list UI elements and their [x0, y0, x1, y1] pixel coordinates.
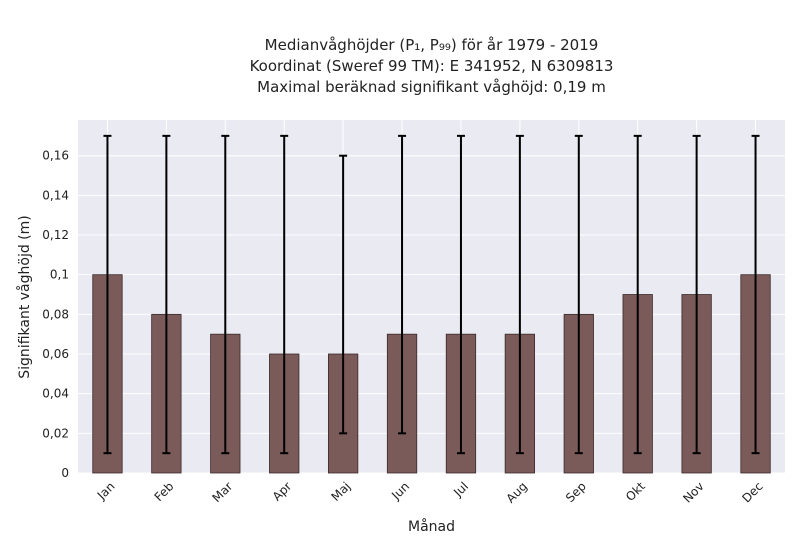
x-tick-label: Jun	[388, 479, 412, 503]
y-tick-label: 0,12	[42, 228, 69, 242]
y-tick-label: 0,14	[42, 188, 69, 202]
x-tick-label: Feb	[152, 479, 177, 504]
x-tick-label: Aug	[504, 479, 530, 505]
x-tick-label: Okt	[623, 479, 648, 504]
plot-area	[78, 120, 785, 473]
title-line-2: Koordinat (Sweref 99 TM): E 341952, N 63…	[249, 57, 614, 75]
y-tick-label: 0,16	[42, 149, 69, 163]
x-tick-label: Apr	[270, 479, 295, 504]
y-axis-ticks: 0 0,02 0,04 0,06 0,08 0,1 0,12 0,14 0,16	[42, 149, 69, 480]
y-tick-label: 0,02	[42, 426, 69, 440]
title-line-3: Maximal beräknad signifikant våghöjd: 0,…	[257, 78, 606, 96]
error-bars	[103, 134, 760, 455]
x-axis-ticks: Jan Feb Mar Apr Maj Jun Jul Aug Sep Okt Nov Dec	[94, 479, 766, 506]
x-tick-label: Jul	[450, 479, 471, 500]
x-tick-label: Jan	[94, 479, 118, 503]
x-axis-label: Månad	[408, 518, 455, 535]
chart-title: Medianvåghöjder (P₁, P₉₉) för år 1979 - …	[78, 35, 785, 98]
title-line-1: Medianvåghöjder (P₁, P₉₉) för år 1979 - …	[264, 36, 599, 54]
x-tick-label: Maj	[328, 479, 353, 504]
y-tick-label: 0,1	[50, 268, 69, 282]
y-axis-label: Signifikant våghöjd (m)	[16, 215, 33, 378]
x-tick-label: Mar	[210, 479, 236, 505]
x-tick-label: Nov	[680, 479, 706, 505]
y-tick-label: 0	[61, 466, 69, 480]
x-tick-label: Dec	[739, 479, 765, 505]
y-tick-label: 0,04	[42, 387, 69, 401]
x-tick-label: Sep	[563, 479, 589, 505]
y-tick-label: 0,06	[42, 347, 69, 361]
y-tick-label: 0,08	[42, 307, 69, 321]
